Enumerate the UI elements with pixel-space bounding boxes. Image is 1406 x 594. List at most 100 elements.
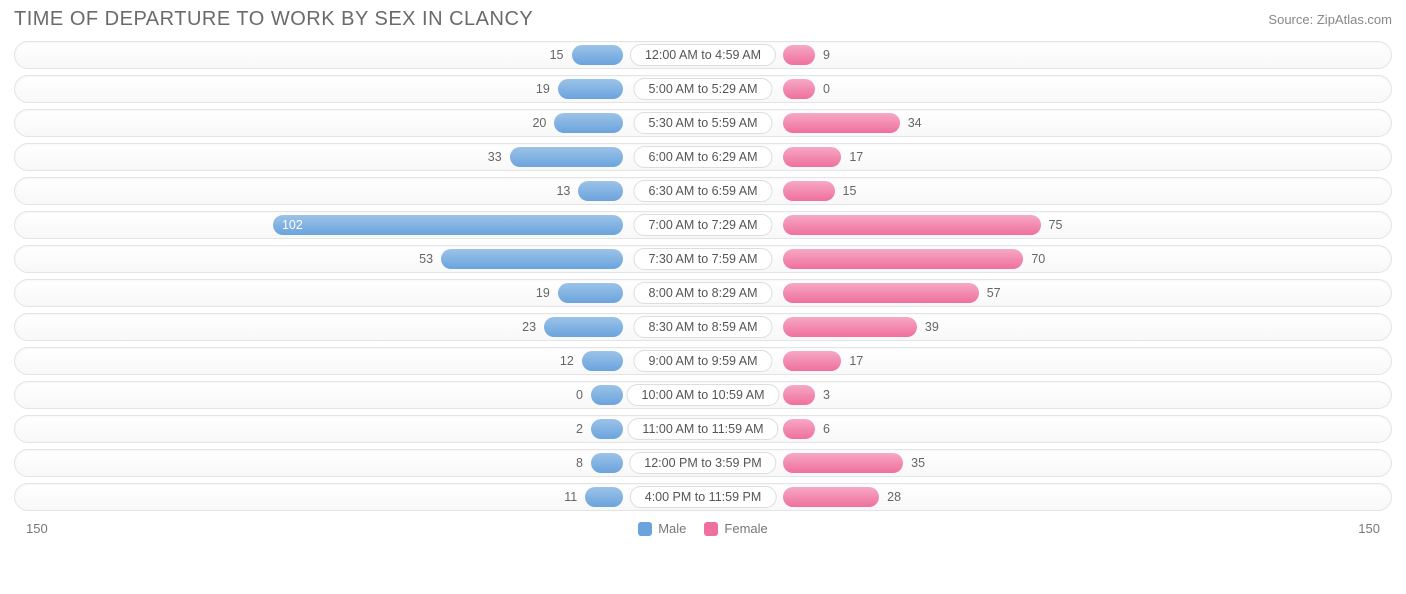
- value-male: 19: [536, 286, 550, 300]
- chart-row: 20 34 5:30 AM to 5:59 AM: [14, 109, 1392, 137]
- category-label: 6:30 AM to 6:59 AM: [633, 180, 772, 202]
- source-label: Source:: [1268, 12, 1313, 27]
- bar-female: [783, 385, 815, 405]
- bar-female: [783, 249, 1023, 269]
- source-attribution: Source: ZipAtlas.com: [1268, 12, 1392, 27]
- category-label: 5:00 AM to 5:29 AM: [633, 78, 772, 100]
- bar-female: [783, 147, 841, 167]
- chart-header: TIME OF DEPARTURE TO WORK BY SEX IN CLAN…: [0, 0, 1406, 41]
- category-label: 12:00 PM to 3:59 PM: [629, 452, 776, 474]
- chart-row: 19 0 5:00 AM to 5:29 AM: [14, 75, 1392, 103]
- value-female: 57: [987, 286, 1001, 300]
- value-female: 35: [911, 456, 925, 470]
- category-label: 4:00 PM to 11:59 PM: [630, 486, 777, 508]
- bar-male: [544, 317, 623, 337]
- value-male: 23: [522, 320, 536, 334]
- category-label: 11:00 AM to 11:59 AM: [627, 418, 778, 440]
- source-value: ZipAtlas.com: [1317, 12, 1392, 27]
- bar-male: [441, 249, 623, 269]
- bar-male: [558, 283, 623, 303]
- chart-row: 13 15 6:30 AM to 6:59 AM: [14, 177, 1392, 205]
- category-label: 10:00 AM to 10:59 AM: [627, 384, 780, 406]
- bar-male: [572, 45, 624, 65]
- bar-female: [783, 487, 879, 507]
- value-female: 28: [887, 490, 901, 504]
- legend-label-female: Female: [724, 521, 767, 536]
- chart-row: 15 9 12:00 AM to 4:59 AM: [14, 41, 1392, 69]
- category-label: 12:00 AM to 4:59 AM: [630, 44, 776, 66]
- chart-row: 23 39 8:30 AM to 8:59 AM: [14, 313, 1392, 341]
- legend: Male Female: [638, 521, 768, 536]
- value-female: 75: [1049, 218, 1063, 232]
- bar-female: [783, 453, 903, 473]
- bar-male: [585, 487, 623, 507]
- value-male: 11: [564, 490, 577, 504]
- value-female: 39: [925, 320, 939, 334]
- value-male: 12: [560, 354, 574, 368]
- category-label: 9:00 AM to 9:59 AM: [633, 350, 772, 372]
- category-label: 6:00 AM to 6:29 AM: [633, 146, 772, 168]
- value-female: 9: [823, 48, 830, 62]
- bar-female: [783, 215, 1041, 235]
- chart-row: 33 17 6:00 AM to 6:29 AM: [14, 143, 1392, 171]
- category-label: 5:30 AM to 5:59 AM: [633, 112, 772, 134]
- category-label: 7:00 AM to 7:29 AM: [633, 214, 772, 236]
- bar-male: [554, 113, 623, 133]
- chart-footer: 150 Male Female 150: [0, 517, 1406, 536]
- bar-male: [591, 419, 623, 439]
- bar-male: [273, 215, 623, 235]
- axis-max-left: 150: [26, 521, 48, 536]
- value-male: 53: [419, 252, 433, 266]
- category-label: 8:00 AM to 8:29 AM: [633, 282, 772, 304]
- axis-max-right: 150: [1358, 521, 1380, 536]
- bar-female: [783, 351, 841, 371]
- chart-row: 53 70 7:30 AM to 7:59 AM: [14, 245, 1392, 273]
- chart-row: 11 28 4:00 PM to 11:59 PM: [14, 483, 1392, 511]
- chart-row: 2 6 11:00 AM to 11:59 AM: [14, 415, 1392, 443]
- value-male: 2: [576, 422, 583, 436]
- value-male: 33: [488, 150, 502, 164]
- value-male: 13: [556, 184, 570, 198]
- chart-title: TIME OF DEPARTURE TO WORK BY SEX IN CLAN…: [14, 8, 533, 31]
- value-female: 0: [823, 82, 830, 96]
- chart-row: 12 17 9:00 AM to 9:59 AM: [14, 347, 1392, 375]
- value-male: 0: [576, 388, 583, 402]
- value-female: 3: [823, 388, 830, 402]
- value-male: 20: [532, 116, 546, 130]
- chart-row: 102 75 7:00 AM to 7:29 AM: [14, 211, 1392, 239]
- bar-female: [783, 317, 917, 337]
- value-female: 70: [1031, 252, 1045, 266]
- bar-female: [783, 79, 815, 99]
- chart-row: 0 3 10:00 AM to 10:59 AM: [14, 381, 1392, 409]
- bar-female: [783, 45, 815, 65]
- category-label: 7:30 AM to 7:59 AM: [633, 248, 772, 270]
- value-male: 15: [550, 48, 564, 62]
- diverging-bar-chart: 15 9 12:00 AM to 4:59 AM 19 0 5:00 AM to 5:29…: [0, 41, 1406, 511]
- value-female: 17: [849, 354, 863, 368]
- bar-male: [591, 453, 623, 473]
- value-male: 102: [282, 218, 303, 232]
- value-female: 17: [849, 150, 863, 164]
- value-female: 34: [908, 116, 922, 130]
- value-male: 19: [536, 82, 550, 96]
- value-female: 15: [843, 184, 857, 198]
- value-male: 8: [576, 456, 583, 470]
- legend-item-female: Female: [704, 521, 767, 536]
- legend-swatch-male: [638, 522, 652, 536]
- chart-row: 8 35 12:00 PM to 3:59 PM: [14, 449, 1392, 477]
- bar-female: [783, 113, 900, 133]
- bar-male: [578, 181, 623, 201]
- bar-male: [591, 385, 623, 405]
- bar-female: [783, 283, 979, 303]
- legend-item-male: Male: [638, 521, 686, 536]
- bar-male: [558, 79, 623, 99]
- legend-label-male: Male: [658, 521, 686, 536]
- category-label: 8:30 AM to 8:59 AM: [633, 316, 772, 338]
- legend-swatch-female: [704, 522, 718, 536]
- value-female: 6: [823, 422, 830, 436]
- bar-male: [510, 147, 623, 167]
- bar-male: [582, 351, 623, 371]
- chart-row: 19 57 8:00 AM to 8:29 AM: [14, 279, 1392, 307]
- bar-female: [783, 419, 815, 439]
- bar-female: [783, 181, 835, 201]
